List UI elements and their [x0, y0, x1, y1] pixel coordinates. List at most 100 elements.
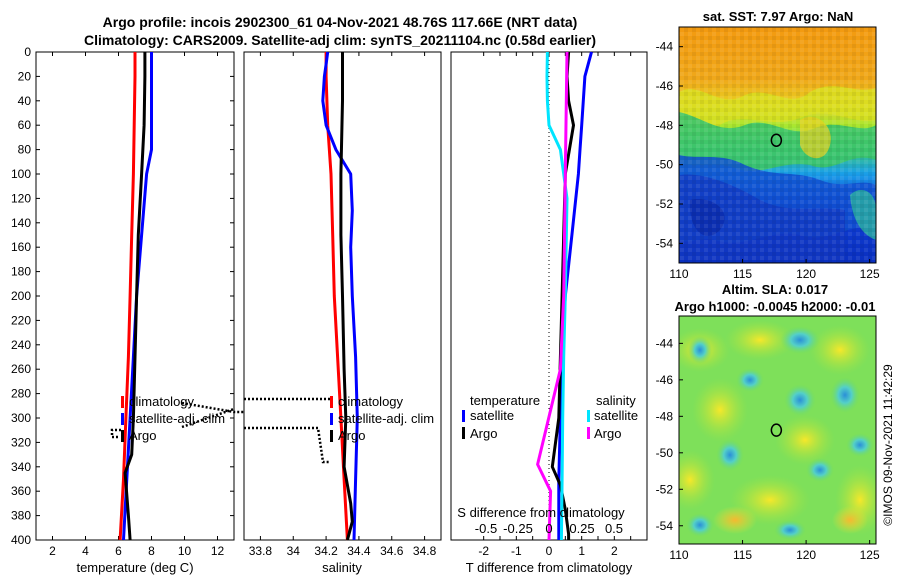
x-tick-label: 34.6 [380, 544, 404, 558]
temperature-series [118, 52, 153, 541]
s-tick-label: 0.5 [605, 521, 623, 536]
depth-tick-label: 360 [11, 484, 31, 498]
map-y-tick-label: -48 [656, 409, 674, 423]
depth-tick-label: 380 [11, 509, 31, 523]
x-tick-label: 34 [287, 544, 301, 558]
legend-connectors [110, 397, 330, 464]
map-y-tick-label: -50 [656, 446, 674, 460]
difference-x-axis: -2 -1 0 1 2 [478, 52, 632, 558]
salinity-x-axis: 33.8 34 34.2 34.4 34.6 34.8 [249, 52, 437, 558]
legend-swatch-climatology [121, 396, 124, 408]
x-tick-label: 1 [578, 544, 585, 558]
series-line-satellite-adj-clim [122, 52, 153, 541]
legend-swatch-argo [330, 430, 333, 442]
map-x-tick-label: 120 [796, 548, 816, 562]
s-tick-label: 0.25 [569, 521, 594, 536]
depth-tick-label: 220 [11, 313, 31, 327]
depth-tick-label: 100 [11, 167, 31, 181]
depth-tick-label: 60 [18, 118, 32, 132]
difference-panel: -2 -1 0 1 2 T difference from climatology S … [450, 51, 648, 575]
x-tick-label: 34.4 [347, 544, 371, 558]
x-tick-label: 6 [115, 544, 122, 558]
depth-tick-label: 240 [11, 338, 31, 352]
sla-field [679, 316, 876, 544]
depth-tick-label: 80 [18, 143, 32, 157]
x-tick-label: -1 [511, 544, 522, 558]
x-tick-label: 34.8 [413, 544, 437, 558]
map-y-tick-label: -46 [656, 79, 674, 93]
sst-map: sat. SST: 7.97 Argo: NaN 110 115 120 125 -44… [656, 9, 880, 281]
x-tick-label: 33.8 [249, 544, 273, 558]
figure-title-line2: Climatology: CARS2009. Satellite-adj cli… [84, 32, 596, 48]
series-line-argo [123, 52, 147, 541]
legend-swatch-argo [121, 430, 124, 442]
series-line-climatology [118, 52, 137, 541]
depth-tick-label: 300 [11, 411, 31, 425]
depth-tick-label: 40 [18, 94, 32, 108]
difference-series [536, 51, 593, 541]
depth-tick-label: 340 [11, 460, 31, 474]
map-y-tick-label: -48 [656, 118, 674, 132]
map-x-tick-label: 115 [733, 548, 752, 562]
map-y-tick-label: -52 [656, 482, 674, 496]
legend-label-satellite: satellite-adj. clim [338, 411, 434, 426]
figure-title-line1: Argo profile: incois 2902300_61 04-Nov-2… [103, 14, 578, 30]
legend-label-t-argo: Argo [470, 426, 497, 441]
legend-head-salinity: salinity [596, 393, 636, 408]
map-y-tick-label: -50 [656, 158, 674, 172]
depth-tick-label: 320 [11, 435, 31, 449]
sla-map-axes: 110 115 120 125 -44 -46 -48 -50 -52 -54 [656, 336, 880, 562]
salinity-panel: 33.8 34 34.2 34.4 34.6 34.8 salinity climatol… [243, 51, 442, 575]
map-y-tick-label: -52 [656, 197, 674, 211]
s-difference-ticklabels: -0.5 -0.25 0 0.25 0.5 [475, 521, 623, 536]
salinity-legend: climatology satellite-adj. clim Argo [330, 394, 434, 443]
temperature-xlabel: temperature (deg C) [76, 560, 193, 575]
s-difference-label: S difference from climatology [457, 505, 625, 520]
map-y-tick-label: -44 [656, 336, 674, 350]
legend-label-satellite: satellite-adj. clim [129, 411, 225, 426]
x-tick-label: 0 [546, 544, 553, 558]
sla-map-title-line1: Altim. SLA: 0.017 [722, 282, 828, 297]
map-y-tick-label: -44 [656, 40, 674, 54]
x-tick-label: 12 [211, 544, 225, 558]
salinity-series [321, 51, 359, 541]
argo-position-marker [770, 133, 783, 148]
depth-tick-label: 260 [11, 362, 31, 376]
map-x-tick-label: 115 [733, 267, 752, 281]
depth-tick-label: 0 [24, 45, 31, 59]
x-tick-label: 34.2 [314, 544, 338, 558]
legend-swatch-t-satellite [462, 410, 465, 422]
series-line-argo [339, 52, 354, 541]
legend-swatch-satellite [330, 413, 333, 425]
legend-swatch-satellite [121, 413, 124, 425]
series-line-satellite-adj-clim [321, 51, 359, 541]
x-tick-label: 8 [148, 544, 155, 558]
depth-tick-label: 120 [11, 191, 31, 205]
depth-tick-label: 200 [11, 289, 31, 303]
series-line-climatology [324, 52, 349, 541]
legend-label-argo: Argo [338, 428, 365, 443]
map-x-tick-label: 125 [860, 267, 880, 281]
legend-swatch-t-argo [462, 427, 465, 439]
map-x-tick-label: 125 [860, 548, 880, 562]
difference-xlabel: T difference from climatology [466, 560, 633, 575]
depth-tick-label: 400 [11, 533, 31, 547]
legend-label-argo: Argo [129, 428, 156, 443]
legend-swatch-s-satellite [587, 410, 590, 422]
map-y-tick-label: -54 [656, 519, 674, 533]
legend-swatch-s-argo [587, 427, 590, 439]
map-y-tick-label: -54 [656, 236, 674, 250]
series-line-t-satellite [557, 51, 593, 540]
x-tick-label: 4 [82, 544, 89, 558]
temperature-x-axis: 2 4 6 8 10 12 [49, 52, 224, 558]
x-tick-label: 2 [49, 544, 56, 558]
depth-tick-label: 140 [11, 216, 31, 230]
depth-tick-label: 280 [11, 387, 31, 401]
sla-map-title-line2: Argo h1000: -0.0045 h2000: -0.01 [675, 299, 876, 314]
legend-label-climatology: climatology [338, 394, 404, 409]
map-x-tick-label: 110 [669, 267, 688, 281]
map-x-tick-label: 110 [669, 548, 688, 562]
depth-tick-label: 20 [18, 69, 32, 83]
argo-position-marker [770, 423, 783, 437]
sst-map-title: sat. SST: 7.97 Argo: NaN [703, 9, 854, 24]
